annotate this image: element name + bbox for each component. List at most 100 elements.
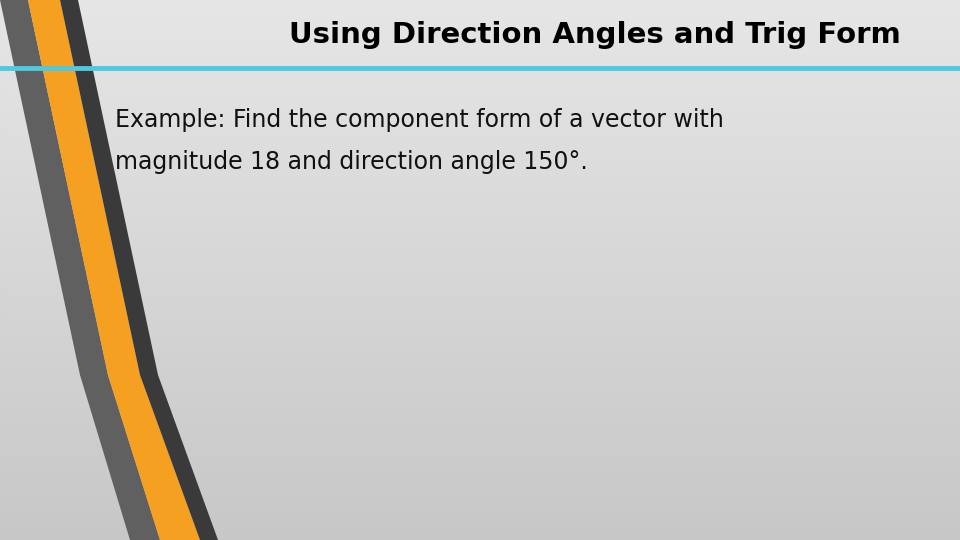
Bar <box>0 342 960 343</box>
Bar <box>0 379 960 380</box>
Bar <box>0 39 960 40</box>
Bar <box>0 211 960 212</box>
Bar <box>0 376 960 377</box>
Bar <box>0 31 960 32</box>
Bar <box>0 365 960 366</box>
Bar <box>0 22 960 23</box>
Bar <box>0 321 960 322</box>
Bar <box>0 239 960 240</box>
Bar <box>0 197 960 198</box>
Bar <box>0 120 960 121</box>
Bar <box>0 500 960 501</box>
Bar <box>0 402 960 403</box>
Bar <box>0 302 960 303</box>
Bar <box>0 92 960 93</box>
Bar <box>0 297 960 298</box>
Bar <box>0 470 960 471</box>
Bar <box>0 301 960 302</box>
Bar <box>0 423 960 424</box>
Bar <box>0 312 960 313</box>
Bar <box>0 20 960 21</box>
Bar <box>0 107 960 108</box>
Bar <box>0 399 960 400</box>
Bar <box>0 180 960 181</box>
Bar <box>0 482 960 483</box>
Bar <box>0 16 960 17</box>
Bar <box>0 176 960 177</box>
Bar <box>0 64 960 65</box>
Bar <box>0 455 960 456</box>
Text: magnitude 18 and direction angle 150°.: magnitude 18 and direction angle 150°. <box>115 150 588 174</box>
Bar <box>0 284 960 285</box>
Bar <box>0 324 960 325</box>
Bar <box>0 170 960 171</box>
Bar <box>0 310 960 311</box>
Bar <box>0 81 960 82</box>
Bar <box>0 5 960 6</box>
Bar <box>0 385 960 386</box>
Bar <box>0 316 960 317</box>
Bar <box>0 419 960 420</box>
Bar <box>0 456 960 457</box>
Bar <box>0 106 960 107</box>
Bar <box>0 518 960 519</box>
Bar <box>0 161 960 162</box>
Bar <box>0 97 960 98</box>
Bar <box>0 135 960 136</box>
Bar <box>0 368 960 369</box>
Bar <box>0 111 960 112</box>
Bar <box>0 131 960 132</box>
Bar <box>0 130 960 131</box>
Bar <box>0 480 960 481</box>
Bar <box>0 203 960 204</box>
Bar <box>0 235 960 236</box>
Bar <box>0 246 960 247</box>
Bar <box>0 128 960 129</box>
Bar <box>0 468 960 469</box>
Bar <box>0 48 960 49</box>
Bar <box>0 467 960 468</box>
Bar <box>0 496 960 497</box>
Bar <box>0 347 960 348</box>
Bar <box>0 8 960 9</box>
Bar <box>0 1 960 2</box>
Bar <box>0 174 960 175</box>
Bar <box>0 457 960 458</box>
Bar <box>0 425 960 426</box>
Bar <box>0 353 960 354</box>
Bar <box>0 452 960 453</box>
Bar <box>0 76 960 77</box>
Bar <box>0 454 960 455</box>
Bar <box>0 497 960 498</box>
Bar <box>0 199 960 200</box>
Bar <box>0 21 960 22</box>
Bar <box>0 269 960 270</box>
Bar <box>0 133 960 134</box>
Bar <box>0 400 960 401</box>
Bar <box>0 437 960 438</box>
Bar <box>0 223 960 224</box>
Bar <box>0 60 960 61</box>
Bar <box>0 229 960 230</box>
Bar <box>0 143 960 144</box>
Bar <box>0 224 960 225</box>
Bar <box>0 201 960 202</box>
Bar <box>0 528 960 529</box>
Bar <box>0 449 960 450</box>
Bar <box>0 373 960 374</box>
Bar <box>0 11 960 12</box>
Bar <box>0 240 960 241</box>
Bar <box>0 274 960 275</box>
Bar <box>0 420 960 421</box>
Bar <box>0 530 960 531</box>
Bar <box>0 278 960 279</box>
Bar <box>0 523 960 524</box>
Bar <box>0 209 960 210</box>
Bar <box>0 77 960 78</box>
Bar <box>0 272 960 273</box>
Bar <box>0 7 960 8</box>
Bar <box>0 115 960 116</box>
Bar <box>0 84 960 85</box>
Bar <box>0 404 960 405</box>
Bar <box>0 511 960 512</box>
